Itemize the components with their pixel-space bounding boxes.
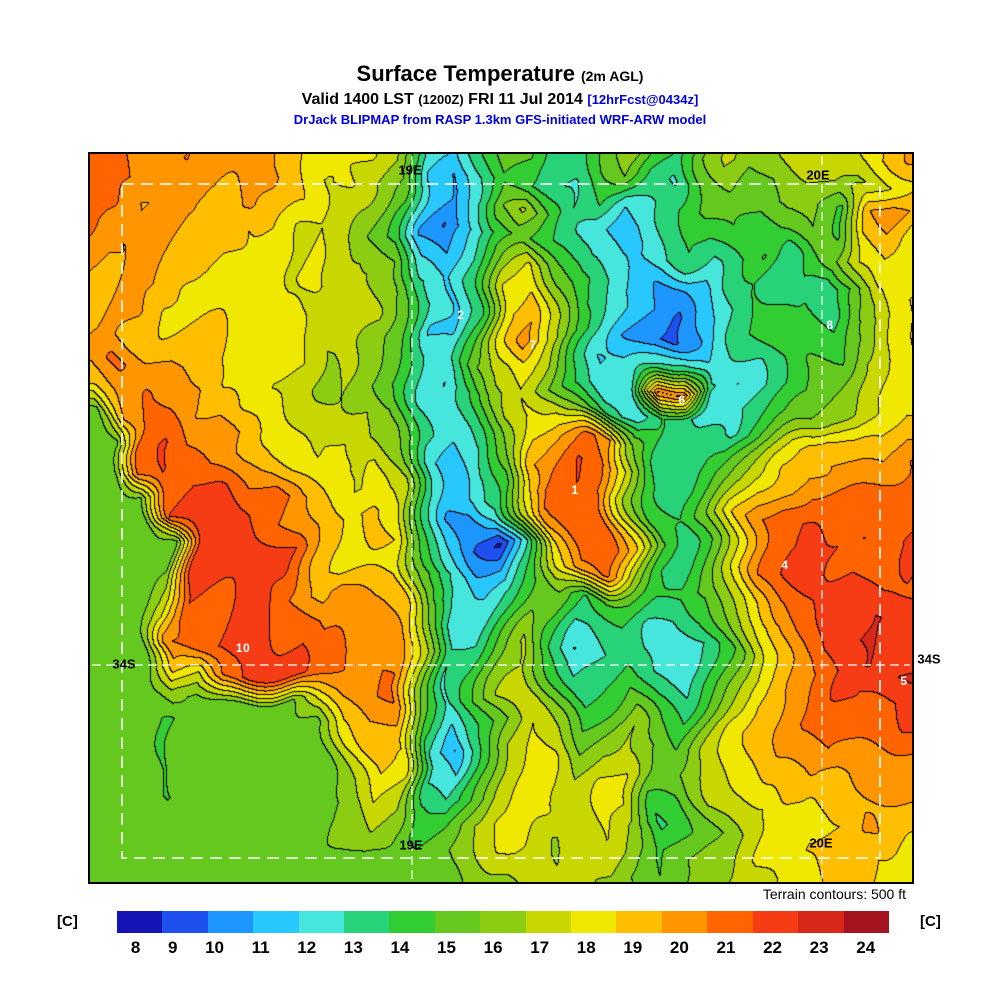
colorbar-segment-19 <box>616 911 662 933</box>
colorbar-tick-16: 16 <box>483 938 503 957</box>
colorbar-unit-right: [C] <box>920 913 941 930</box>
graticule-label-34s: 34S <box>917 651 941 667</box>
colorbar-segment-11 <box>253 911 299 933</box>
colorbar-segment-20 <box>661 911 708 933</box>
colorbar-tick-9: 9 <box>167 938 178 957</box>
colorbar-segment-16 <box>480 911 526 933</box>
colorbar-segment-14 <box>389 911 435 933</box>
colorbar-tick-20: 20 <box>669 938 689 957</box>
colorbar-segment-12 <box>298 911 345 933</box>
colorbar-tick-15: 15 <box>437 938 456 957</box>
valid-date: FRI 11 Jul 2014 <box>468 90 583 108</box>
colorbar-segment-22 <box>752 911 799 933</box>
colorbar-tick-11: 11 <box>251 938 270 957</box>
title-text: Surface Temperature <box>356 61 575 86</box>
colorbar-tick-18: 18 <box>576 938 596 957</box>
colorbar-tick-12: 12 <box>297 938 317 957</box>
colorbar-segment-8 <box>117 911 163 933</box>
colorbar-tick-21: 21 <box>716 938 736 957</box>
colorbar-tick-13: 13 <box>343 938 363 957</box>
colorbar-segment-13 <box>344 911 390 933</box>
domain-dashed-box <box>121 183 881 859</box>
colorbar-segment-18 <box>571 911 617 933</box>
colorbar-tick-17: 17 <box>530 938 550 957</box>
colorbar-tick-24: 24 <box>856 938 876 957</box>
colorbar-tick-22: 22 <box>763 938 782 957</box>
page-title: Surface Temperature (2m AGL) <box>0 60 1000 88</box>
terrain-contours-note: Terrain contours: 500 ft <box>762 886 906 902</box>
colorbar-segment-9 <box>162 911 208 933</box>
header: Surface Temperature (2m AGL) Valid 1400 L… <box>0 60 1000 128</box>
valid-time-line: Valid 1400 LST (1200Z) FRI 11 Jul 2014 [… <box>0 90 1000 110</box>
temperature-colorbar <box>117 911 889 933</box>
colorbar-unit-left: [C] <box>57 913 78 930</box>
colorbar-tick-23: 23 <box>809 938 829 957</box>
colorbar-tick-8: 8 <box>130 938 141 957</box>
title-suffix: (2m AGL) <box>580 68 644 84</box>
colorbar-tick-labels: 8 9 10 11 12 13 14 15 16 17 18 19 20 21 22 23 24 <box>117 938 889 958</box>
temperature-field-canvas <box>90 154 912 882</box>
forecast-tag: [12hrFcst@0434z] <box>587 91 699 107</box>
colorbar-tick-10: 10 <box>205 938 224 957</box>
model-line: DrJack BLIPMAP from RASP 1.3km GFS-initi… <box>293 111 707 127</box>
temperature-map <box>88 152 914 884</box>
colorbar-segment-23 <box>798 911 844 933</box>
colorbar-segment-15 <box>434 911 481 933</box>
colorbar-segment-10 <box>207 911 254 933</box>
graticule-overlay <box>92 156 910 880</box>
colorbar-segment-21 <box>707 911 753 933</box>
colorbar-tick-14: 14 <box>390 938 410 957</box>
colorbar-segment-17 <box>525 911 572 933</box>
colorbar-segment-24 <box>843 911 889 933</box>
valid-zulu: (1200Z) <box>418 91 464 107</box>
colorbar-tick-19: 19 <box>623 938 643 957</box>
valid-prefix: Valid 1400 LST <box>301 90 414 108</box>
